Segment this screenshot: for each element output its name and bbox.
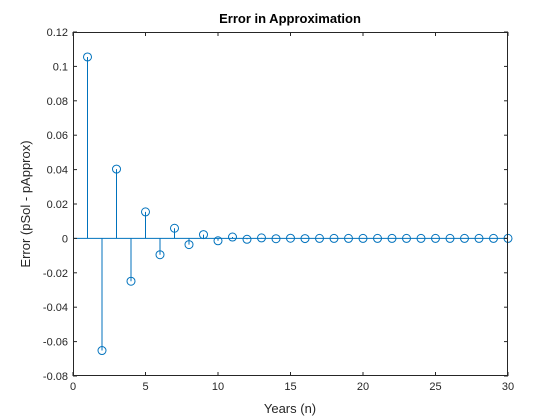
stem-marker	[97, 346, 107, 356]
stem-marker	[402, 233, 411, 243]
chart-title: Error in Approximation	[219, 11, 361, 26]
stem-marker	[329, 233, 339, 243]
y-tick-label: 0.02	[47, 199, 68, 211]
stem-marker	[445, 233, 455, 243]
markers-layer	[83, 52, 513, 356]
y-tick-label: 0.06	[47, 130, 68, 142]
stem-marker	[474, 233, 484, 243]
stem-marker	[199, 230, 208, 240]
y-tick-label: 0.12	[47, 27, 68, 39]
y-tick-label: -0.04	[43, 302, 68, 314]
stem-marker	[112, 164, 121, 174]
x-tick-label: 5	[142, 381, 148, 393]
stem-marker	[416, 233, 426, 243]
x-tick-label: 30	[502, 381, 514, 393]
stem-marker	[315, 233, 324, 243]
stem-marker	[141, 207, 150, 217]
y-tick-label: 0	[62, 233, 68, 245]
stem-marker	[228, 232, 237, 242]
y-tick-label: 0.04	[47, 165, 68, 177]
y-tick-label: -0.08	[43, 371, 68, 383]
stem-marker	[373, 233, 382, 243]
stem-marker	[431, 233, 440, 243]
x-tick-label: 10	[212, 381, 224, 393]
stem-marker	[155, 250, 165, 260]
y-tick-label: -0.02	[43, 268, 68, 280]
y-tick-label: 0.08	[47, 96, 68, 108]
stem-marker	[170, 223, 179, 233]
y-ticks: -0.08 -0.06 -0.04 -0.02 0 0.02 0.04 0.06 0.08 0.1…	[43, 27, 508, 383]
stem-marker	[489, 233, 498, 243]
stem-marker	[286, 233, 295, 243]
x-axis-label: Years (n)	[264, 401, 316, 416]
y-tick-label: 0.1	[53, 61, 68, 73]
stem-marker	[344, 233, 353, 243]
stem-marker	[83, 52, 92, 62]
stem-marker	[300, 234, 310, 244]
x-ticks: 0 5 10 15 20 25 30	[70, 32, 514, 393]
stem-marker	[242, 234, 252, 244]
y-tick-label: -0.06	[43, 337, 68, 349]
stem-marker	[387, 233, 397, 243]
stem-marker	[257, 233, 266, 243]
x-tick-label: 25	[429, 381, 441, 393]
y-axis-label: Error (pSol - pApprox)	[18, 140, 33, 267]
stem-marker	[271, 234, 281, 244]
stem-marker	[460, 233, 469, 243]
stem-marker	[126, 276, 136, 286]
stem-marker	[213, 236, 223, 246]
x-tick-label: 0	[70, 381, 76, 393]
plot-area	[73, 32, 508, 376]
x-tick-label: 20	[357, 381, 369, 393]
x-tick-label: 15	[284, 381, 296, 393]
stem-marker	[184, 240, 194, 250]
stem-marker	[358, 233, 368, 243]
